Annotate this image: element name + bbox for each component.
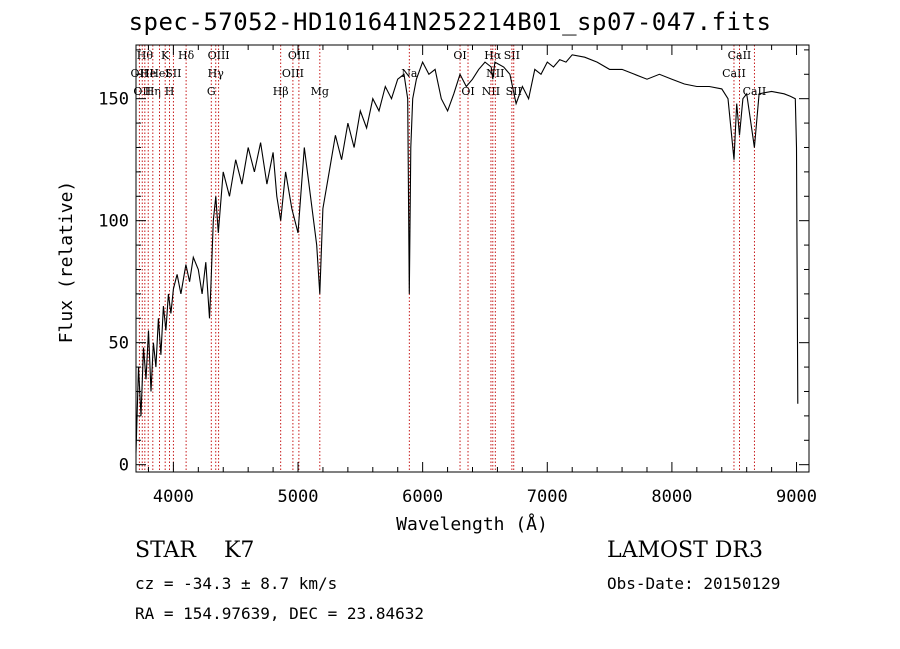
coordinates: RA = 154.97639, DEC = 23.84632 bbox=[135, 604, 424, 623]
x-axis-label: Wavelength (Å) bbox=[396, 513, 548, 535]
line-marker-label-0: OII bbox=[131, 67, 149, 80]
spectral-subclass: K7 bbox=[224, 538, 255, 563]
line-marker-label-22: NII bbox=[486, 67, 504, 80]
line-marker-label-21: Hα bbox=[484, 49, 502, 62]
line-marker-label-10: G bbox=[207, 85, 216, 98]
plot-frame bbox=[135, 44, 810, 473]
line-marker-label-12: OIII bbox=[208, 49, 230, 62]
line-marker-label-14: OIII bbox=[282, 67, 304, 80]
line-marker-label-15: OIII bbox=[288, 49, 310, 62]
x-tick-label-4: 8000 bbox=[651, 487, 692, 507]
object-class: STAR bbox=[135, 538, 196, 563]
survey-name: LAMOST DR3 bbox=[607, 538, 763, 563]
x-tick-label-5: 9000 bbox=[776, 487, 817, 507]
y-tick-label-1: 50 bbox=[109, 334, 129, 354]
line-marker-label-18: OI bbox=[453, 49, 466, 62]
x-tick-label-1: 5000 bbox=[278, 487, 319, 507]
classification: STAR K7 bbox=[135, 538, 254, 563]
spectrum-line bbox=[135, 54, 799, 453]
line-marker-label-23: SII bbox=[504, 49, 520, 62]
line-marker-label-5: HeI bbox=[149, 67, 169, 80]
observation-date: Obs-Date: 20150129 bbox=[607, 574, 781, 593]
redshift-info: cz = -34.3 ± 8.7 km/s bbox=[135, 574, 338, 593]
x-tick-label-2: 6000 bbox=[402, 487, 443, 507]
axis-ticks: 4000 5000 6000 7000 8000 9000 0 50 100 150 bbox=[98, 45, 817, 507]
line-marker-label-9: Hδ bbox=[178, 49, 195, 62]
line-marker-label-17: Na bbox=[401, 67, 418, 80]
line-marker-label-4: Hη bbox=[145, 85, 161, 98]
x-tick-label-0: 4000 bbox=[153, 487, 194, 507]
line-marker-label-3: He bbox=[140, 67, 156, 80]
line-markers: OII OII Hθ He Hη HeI K H SII Hδ G Hγ OIII Hβ OIII OIII M… bbox=[131, 45, 767, 472]
y-tick-label-0: 0 bbox=[119, 456, 129, 476]
line-marker-label-19: OI bbox=[461, 85, 474, 98]
line-marker-label-2: Hθ bbox=[137, 49, 154, 62]
line-marker-label-8: SII bbox=[165, 67, 181, 80]
x-tick-label-3: 7000 bbox=[527, 487, 568, 507]
y-tick-label-2: 100 bbox=[98, 212, 129, 232]
line-marker-label-7: H bbox=[165, 85, 175, 98]
y-tick-label-3: 150 bbox=[98, 90, 129, 110]
chart-title: spec-57052-HD101641N252214B01_sp07-047.f… bbox=[128, 8, 772, 36]
line-marker-label-6: K bbox=[161, 49, 170, 62]
line-marker-label-16: Mg bbox=[311, 85, 329, 98]
line-marker-label-25: CaII bbox=[722, 67, 746, 80]
line-marker-label-27: CaII bbox=[743, 85, 767, 98]
line-marker-label-26: CaII bbox=[728, 49, 752, 62]
line-marker-label-1: OII bbox=[133, 85, 151, 98]
line-marker-label-13: Hβ bbox=[273, 85, 289, 98]
line-marker-label-20: NII bbox=[482, 85, 500, 98]
y-axis-label: Flux (relative) bbox=[56, 181, 77, 344]
line-marker-label-11: Hγ bbox=[208, 67, 225, 80]
